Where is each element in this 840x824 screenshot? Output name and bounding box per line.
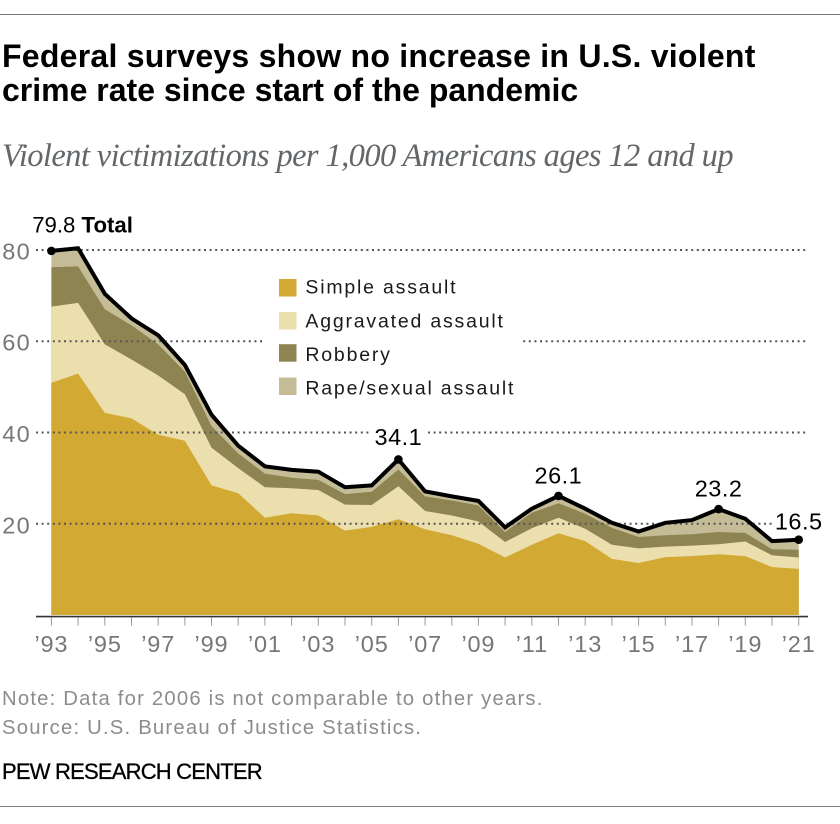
svg-text:Simple assault: Simple assault bbox=[305, 276, 457, 298]
svg-text:80: 80 bbox=[2, 239, 31, 265]
svg-text:20: 20 bbox=[2, 512, 31, 538]
svg-text:16.5: 16.5 bbox=[775, 509, 823, 535]
svg-text:23.2: 23.2 bbox=[695, 476, 743, 502]
svg-text:Robbery: Robbery bbox=[305, 344, 391, 366]
svg-text:’21: ’21 bbox=[782, 631, 816, 657]
svg-text:’09: ’09 bbox=[461, 631, 495, 657]
svg-text:60: 60 bbox=[2, 330, 31, 356]
svg-text:Rape/sexual assault: Rape/sexual assault bbox=[305, 377, 515, 399]
svg-text:34.1: 34.1 bbox=[375, 424, 423, 450]
svg-text:’19: ’19 bbox=[728, 631, 762, 657]
svg-text:40: 40 bbox=[2, 421, 31, 447]
svg-text:’03: ’03 bbox=[301, 631, 335, 657]
svg-text:’99: ’99 bbox=[195, 631, 229, 657]
svg-text:’15: ’15 bbox=[622, 631, 656, 657]
svg-text:26.1: 26.1 bbox=[535, 463, 583, 489]
svg-text:’05: ’05 bbox=[355, 631, 389, 657]
svg-text:’11: ’11 bbox=[516, 631, 548, 657]
svg-text:’17: ’17 bbox=[675, 631, 709, 657]
svg-text:’95: ’95 bbox=[88, 631, 122, 657]
svg-text:’93: ’93 bbox=[34, 631, 68, 657]
svg-text:’01: ’01 bbox=[248, 631, 282, 657]
svg-text:Aggravated assault: Aggravated assault bbox=[305, 310, 504, 332]
svg-text:79.8 Total: 79.8 Total bbox=[32, 213, 133, 238]
svg-text:’13: ’13 bbox=[568, 631, 602, 657]
svg-text:’07: ’07 bbox=[408, 631, 442, 657]
svg-text:’97: ’97 bbox=[141, 631, 175, 657]
